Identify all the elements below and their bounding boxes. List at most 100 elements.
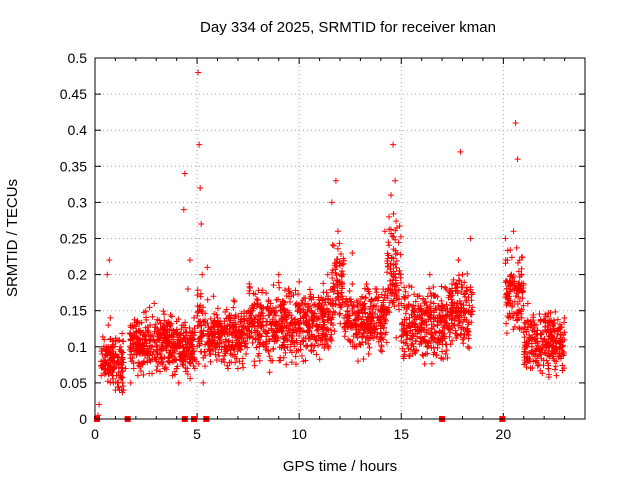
data-point <box>202 363 209 370</box>
data-point <box>167 322 174 329</box>
data-point <box>518 265 525 272</box>
y-tick-label: 0.35 <box>60 158 87 174</box>
data-point <box>231 351 238 358</box>
data-point <box>380 286 387 293</box>
data-point <box>224 362 231 369</box>
data-point <box>443 347 450 354</box>
data-point <box>266 338 273 345</box>
data-point <box>365 351 372 358</box>
data-point <box>315 342 322 349</box>
data-point <box>366 310 373 317</box>
data-point <box>161 311 168 318</box>
data-point <box>120 387 127 394</box>
data-point <box>169 353 176 360</box>
data-point <box>431 329 438 336</box>
data-point <box>357 322 364 329</box>
data-point <box>311 313 318 320</box>
data-point <box>449 337 456 344</box>
data-point <box>288 293 294 300</box>
data-point <box>468 297 475 304</box>
data-point <box>513 244 520 251</box>
data-point <box>255 312 262 319</box>
data-point <box>413 316 420 323</box>
data-point <box>185 336 192 343</box>
data-point <box>212 330 219 337</box>
data-point <box>105 367 112 374</box>
data-point <box>442 284 449 291</box>
data-point <box>242 340 249 347</box>
data-point <box>443 286 450 293</box>
data-point <box>453 287 460 294</box>
data-point <box>369 306 376 313</box>
data-point <box>323 337 330 344</box>
data-point <box>465 328 472 335</box>
data-point <box>155 336 162 343</box>
data-point <box>226 343 233 350</box>
data-point <box>410 343 417 350</box>
chart-title: Day 334 of 2025, SRMTID for receiver kma… <box>200 19 496 36</box>
data-point <box>354 334 361 341</box>
data-point <box>211 317 218 324</box>
data-point <box>424 293 431 300</box>
data-point <box>523 342 530 349</box>
data-point <box>237 317 244 324</box>
data-point <box>288 319 295 326</box>
data-point <box>157 368 164 375</box>
data-point <box>172 341 179 348</box>
data-point <box>516 257 523 264</box>
data-point <box>306 286 313 293</box>
data-point <box>549 351 556 358</box>
data-point <box>401 284 408 291</box>
data-point <box>531 353 538 360</box>
data-point <box>168 332 175 339</box>
data-point <box>387 226 394 233</box>
data-point <box>145 327 152 334</box>
data-point <box>308 307 315 314</box>
x-tick-label: 5 <box>193 426 201 442</box>
data-point <box>458 304 465 311</box>
data-point <box>555 325 562 332</box>
data-point <box>327 335 334 342</box>
data-point <box>522 320 529 327</box>
data-point <box>467 235 474 242</box>
data-point <box>271 310 278 317</box>
data-point <box>157 351 164 358</box>
data-point <box>250 305 257 312</box>
y-tick-label: 0.15 <box>60 303 87 319</box>
data-point <box>354 313 361 320</box>
data-point <box>519 288 526 295</box>
data-point <box>223 306 230 313</box>
data-point <box>443 301 450 308</box>
data-point <box>277 303 284 310</box>
data-point <box>265 297 272 304</box>
data-point <box>330 280 337 287</box>
data-point <box>511 278 518 285</box>
data-point <box>295 304 302 311</box>
data-point <box>138 343 145 350</box>
data-point <box>442 351 449 358</box>
data-point <box>382 329 389 336</box>
data-point <box>329 269 336 276</box>
data-point <box>206 351 213 358</box>
data-point <box>145 351 152 358</box>
data-point <box>518 314 525 321</box>
data-point <box>510 310 517 317</box>
data-point <box>266 369 273 376</box>
data-point <box>254 328 261 335</box>
data-point <box>162 334 169 341</box>
x-axis-label: GPS time / hours <box>283 458 397 475</box>
data-point <box>412 338 419 345</box>
data-point <box>129 336 136 343</box>
data-point <box>533 357 540 364</box>
data-point <box>409 319 416 326</box>
data-point <box>277 323 284 330</box>
data-point <box>417 335 424 342</box>
data-point <box>332 266 339 273</box>
data-point <box>181 170 188 177</box>
data-point <box>457 300 464 307</box>
data-point <box>462 308 469 315</box>
data-point <box>292 316 299 323</box>
data-point <box>269 357 276 364</box>
data-point <box>108 351 115 358</box>
x-tick-label: 20 <box>496 426 512 442</box>
